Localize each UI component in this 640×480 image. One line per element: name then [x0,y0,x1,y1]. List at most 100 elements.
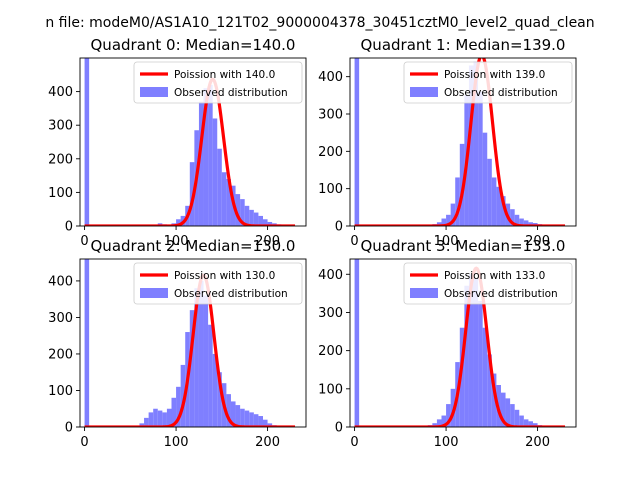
histogram-bar [482,327,488,427]
x-tick-label: 100 [434,435,459,450]
x-tick-label: 200 [255,234,280,249]
axes-frame [349,57,577,227]
histogram-bar [441,415,447,427]
panel-title: Quadrant 0: Median=140.0 [91,36,296,54]
histogram-bar [212,353,218,427]
poisson-curve [353,266,566,427]
legend-poisson-label: Poission with 130.0 [174,270,275,282]
histogram-bar [482,132,488,226]
y-tick-label: 0 [65,220,73,235]
legend-observed-swatch [410,87,438,97]
legend-poisson-label: Poission with 140.0 [174,69,275,81]
zero-bin-bar [354,259,360,427]
y-tick-label: 400 [318,70,343,85]
histogram-bar [258,215,263,226]
legend-observed-swatch [410,288,438,298]
histogram-bar [198,280,204,427]
histogram-bar [528,222,533,226]
legend-observed-label: Observed distribution [444,87,558,99]
y-tick-label: 0 [335,421,343,436]
histogram-bar [194,288,199,427]
histogram-bar [262,219,268,226]
histogram-bar [189,162,195,226]
histogram-bar [249,412,254,427]
x-tick-label: 100 [164,234,189,249]
plot-area [353,259,566,427]
y-tick-label: 400 [48,85,73,100]
histogram-bar [473,278,479,427]
histogram-bar [226,394,231,427]
y-tick-label: 300 [318,306,343,321]
histogram-bar [235,405,241,427]
legend-poisson-label: Poission with 139.0 [444,69,545,81]
histogram-bar [514,409,520,427]
histogram-bar [478,91,483,226]
zero-bin-bar [354,58,360,226]
histogram-bar [436,419,442,427]
histogram-bar [532,423,538,427]
x-tick-label: 100 [164,435,189,450]
figure-suptitle: n file: modeM0/AS1A10_121T02_9000004378_… [45,15,594,31]
histogram-bar [455,177,460,226]
histogram-bar [144,417,149,427]
axes-frame [79,258,307,428]
histogram-bar [153,408,158,427]
histogram-bar [221,172,227,226]
y-tick-label: 100 [318,182,343,197]
histogram-bar [491,177,497,226]
histogram-bar [217,148,222,226]
histogram-bar [459,327,465,427]
histogram-bar [157,410,163,427]
histogram-bar [235,194,241,226]
histogram-bar [253,212,259,226]
legend-box [403,262,573,305]
poisson-curve [83,273,296,427]
axes-frame [79,57,307,227]
histogram-bar [226,178,231,226]
histogram-bar [166,408,172,427]
panel-title: Quadrant 2: Median=130.0 [91,237,296,255]
plot-area [83,259,296,427]
histogram-bar [523,419,529,427]
legend-observed-swatch [140,288,168,298]
histogram-bar [262,419,268,427]
histogram-bar [267,423,273,427]
histogram-bar [510,404,515,427]
histogram-bar [441,218,447,226]
y-tick-label: 200 [318,145,343,160]
histogram-bar [473,61,479,226]
histogram-bar [468,65,474,226]
x-tick-label: 100 [434,234,459,249]
zero-bin-bar [84,58,90,226]
y-tick-label: 0 [65,421,73,436]
x-tick-label: 0 [80,435,88,450]
histogram-bar [203,88,209,226]
histogram-bar [249,209,254,226]
histogram-bar [523,220,529,226]
histogram-bar [436,222,442,226]
legend-observed-label: Observed distribution [174,288,288,300]
y-tick-label: 400 [318,268,343,283]
histogram-bar [162,412,167,427]
histogram-bar [450,203,456,226]
x-tick-label: 200 [255,435,280,450]
histogram-bar [258,416,263,427]
y-tick-label: 200 [318,344,343,359]
histogram-bar [203,295,209,427]
panel-quadrant-1: 0 100 200 0 100 200 300 400 Quadrant 1: Median=1… [318,36,577,249]
histogram-bar [171,397,177,427]
histogram-bar [208,84,213,226]
histogram-bar [505,398,511,427]
histogram-bar [487,354,492,427]
histogram-bar [180,364,186,427]
histogram-bar [446,404,451,427]
histogram-bar [244,410,250,427]
y-tick-label: 100 [48,384,73,399]
y-tick-label: 200 [48,152,73,167]
panel-title: Quadrant 3: Median=133.0 [361,237,566,255]
histogram-bar [230,401,236,427]
histogram-bar [176,219,181,226]
panel-quadrant-2: 0 100 200 0 100 200 300 400 Quadrant 2: Median=1… [48,237,307,450]
histogram-bar [446,214,451,226]
